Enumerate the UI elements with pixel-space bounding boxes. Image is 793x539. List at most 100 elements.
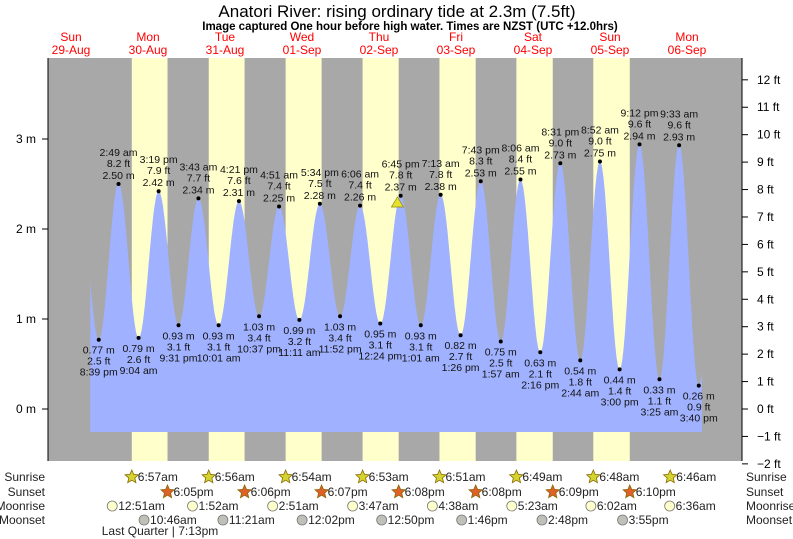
high-tide-time: 7:13 am xyxy=(422,158,460,170)
sunset-row-label: Sunset xyxy=(8,485,46,499)
low-tide-time: 2:44 am xyxy=(561,387,599,399)
right-axis-tick-label: 5 ft xyxy=(757,265,774,279)
left-axis-tick-label: 0 m xyxy=(16,402,36,416)
day-of-week-label: Mon xyxy=(675,30,698,44)
low-tide-point xyxy=(657,377,662,382)
high-tide-feet: 7.5 ft xyxy=(308,178,331,190)
sunset-time: 6:10pm xyxy=(636,485,676,499)
high-tide-meters: 2.73 m xyxy=(544,149,576,161)
moonset-icon xyxy=(456,514,468,526)
date-label: 30-Aug xyxy=(129,43,168,57)
low-tide-point xyxy=(578,358,583,363)
low-tide-feet: 3.4 ft xyxy=(328,332,351,344)
sunset-row-label-right: Sunset xyxy=(746,485,784,499)
high-tide-point xyxy=(637,142,642,147)
high-tide-feet: 8.4 ft xyxy=(509,154,532,166)
low-tide-point xyxy=(617,367,622,372)
low-tide-feet: 2.7 ft xyxy=(449,351,472,363)
low-tide-point xyxy=(538,350,543,355)
sunrise-icon xyxy=(201,468,217,484)
high-tide-feet: 9.0 ft xyxy=(588,136,611,148)
right-axis-tick-label: 0 ft xyxy=(757,402,774,416)
high-tide-feet: 7.8 ft xyxy=(389,170,412,182)
moonset-time: 12:50pm xyxy=(388,513,435,527)
right-axis-tick-label: 12 ft xyxy=(757,73,781,87)
date-label: 06-Sep xyxy=(668,43,707,57)
moonrise-icon xyxy=(347,500,359,512)
sunset-icon xyxy=(545,483,561,499)
low-tide-feet: 1.1 ft xyxy=(648,395,671,407)
right-axis-tick-label: 10 ft xyxy=(757,128,781,142)
high-tide-meters: 2.25 m xyxy=(263,193,295,205)
high-tide-time: 3:43 am xyxy=(179,161,217,173)
high-tide-time: 2:49 am xyxy=(100,147,138,159)
low-tide-feet: 3.1 ft xyxy=(207,341,230,353)
low-tide-time: 10:37 pm xyxy=(237,343,281,355)
moonrise-row-label: Moonrise xyxy=(0,499,45,513)
moonrise-time: 1:52am xyxy=(198,499,238,513)
moonrise-icon xyxy=(187,500,198,512)
high-tide-point xyxy=(478,179,483,184)
low-tide-time: 3:25 am xyxy=(640,406,678,418)
low-tide-point xyxy=(136,335,141,340)
sunrise-time: 6:46am xyxy=(676,470,716,484)
low-tide-feet: 2.5 ft xyxy=(87,356,110,368)
moonset-time: 3:55pm xyxy=(629,513,669,527)
moonrise-icon xyxy=(106,500,118,512)
high-tide-point xyxy=(116,182,121,186)
sunrise-time: 6:48am xyxy=(599,470,639,484)
high-tide-feet: 9.0 ft xyxy=(549,137,572,149)
low-tide-time: 3:00 pm xyxy=(601,396,639,408)
low-tide-meters: 0.63 m xyxy=(524,357,556,369)
low-tide-meters: 0.26 m xyxy=(683,391,715,403)
high-tide-point xyxy=(438,192,443,197)
low-tide-time: 8:39 pm xyxy=(80,367,118,379)
sunset-time: 6:06pm xyxy=(251,485,291,499)
high-tide-point xyxy=(518,177,523,182)
high-tide-feet: 7.4 ft xyxy=(348,180,371,192)
high-tide-meters: 2.34 m xyxy=(182,184,214,196)
high-tide-point xyxy=(156,189,161,194)
moonset-icon xyxy=(138,514,150,526)
moonset-icon xyxy=(376,514,388,526)
right-axis-tick-label: 7 ft xyxy=(757,210,774,224)
low-tide-time: 3:40 pm xyxy=(680,413,718,425)
sunrise-time: 6:57am xyxy=(138,470,178,484)
moonrise-time: 4:38am xyxy=(438,499,478,513)
low-tide-point xyxy=(257,314,262,319)
sunset-icon xyxy=(391,483,407,499)
sunset-icon xyxy=(236,483,253,499)
sunrise-time: 6:49am xyxy=(522,470,562,484)
high-tide-time: 8:31 pm xyxy=(541,126,579,138)
high-tide-feet: 9.6 ft xyxy=(628,118,651,130)
sunrise-icon xyxy=(278,468,294,484)
high-tide-feet: 7.9 ft xyxy=(147,165,170,177)
low-tide-time: 9:31 pm xyxy=(160,352,198,364)
low-tide-meters: 0.82 m xyxy=(445,340,477,352)
low-tide-time: 1:26 pm xyxy=(442,362,480,374)
high-tide-point xyxy=(677,143,682,148)
low-tide-point xyxy=(297,317,302,322)
sunset-icon xyxy=(314,483,330,499)
day-of-week-label: Mon xyxy=(136,30,159,44)
moonrise-time: 6:02am xyxy=(597,499,637,513)
low-tide-meters: 0.44 m xyxy=(604,374,636,386)
moonrise-icon xyxy=(585,500,597,512)
moonrise-row-label-right: Moonrise xyxy=(746,499,793,513)
high-tide-feet: 7.4 ft xyxy=(267,181,290,193)
low-tide-meters: 0.93 m xyxy=(405,330,437,342)
high-tide-meters: 2.55 m xyxy=(504,166,536,178)
moonrise-time: 6:36am xyxy=(676,499,716,513)
low-tide-feet: 0.9 ft xyxy=(687,402,710,414)
sunrise-icon xyxy=(124,468,140,484)
high-tide-point xyxy=(358,203,363,208)
low-tide-time: 11:11 am xyxy=(278,347,320,359)
moonrise-icon xyxy=(664,500,676,512)
low-tide-point xyxy=(176,323,181,328)
low-tide-time: 1:01 am xyxy=(402,352,440,364)
low-tide-feet: 3.1 ft xyxy=(409,341,432,353)
high-tide-point xyxy=(196,196,201,201)
sunrise-time: 6:54am xyxy=(292,470,332,484)
high-tide-time: 9:33 am xyxy=(660,108,698,120)
low-tide-point xyxy=(96,337,101,342)
